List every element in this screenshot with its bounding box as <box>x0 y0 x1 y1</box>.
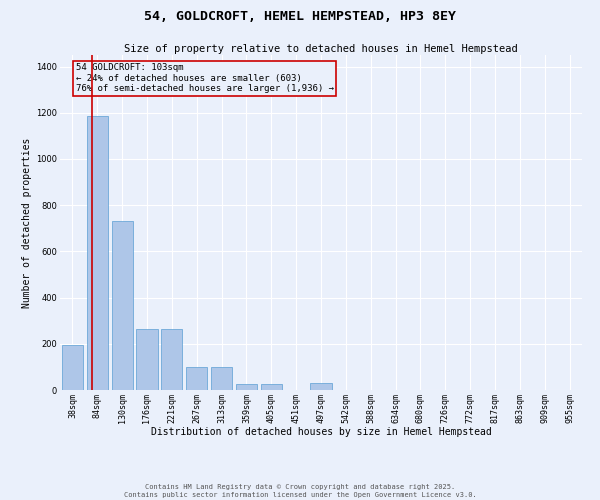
Text: 54 GOLDCROFT: 103sqm
← 24% of detached houses are smaller (603)
76% of semi-deta: 54 GOLDCROFT: 103sqm ← 24% of detached h… <box>76 64 334 93</box>
Bar <box>136 329 158 390</box>
X-axis label: Distribution of detached houses by size in Hemel Hempstead: Distribution of detached houses by size … <box>151 427 491 437</box>
Bar <box>62 345 83 390</box>
Bar <box>236 384 257 390</box>
Title: Size of property relative to detached houses in Hemel Hempstead: Size of property relative to detached ho… <box>124 44 518 54</box>
Bar <box>310 383 332 390</box>
Bar <box>261 384 282 390</box>
Text: 54, GOLDCROFT, HEMEL HEMPSTEAD, HP3 8EY: 54, GOLDCROFT, HEMEL HEMPSTEAD, HP3 8EY <box>144 10 456 23</box>
Bar <box>186 367 207 390</box>
Bar <box>161 329 182 390</box>
Bar <box>112 222 133 390</box>
Bar <box>87 116 108 390</box>
Bar <box>211 367 232 390</box>
Y-axis label: Number of detached properties: Number of detached properties <box>22 138 32 308</box>
Text: Contains HM Land Registry data © Crown copyright and database right 2025.
Contai: Contains HM Land Registry data © Crown c… <box>124 484 476 498</box>
